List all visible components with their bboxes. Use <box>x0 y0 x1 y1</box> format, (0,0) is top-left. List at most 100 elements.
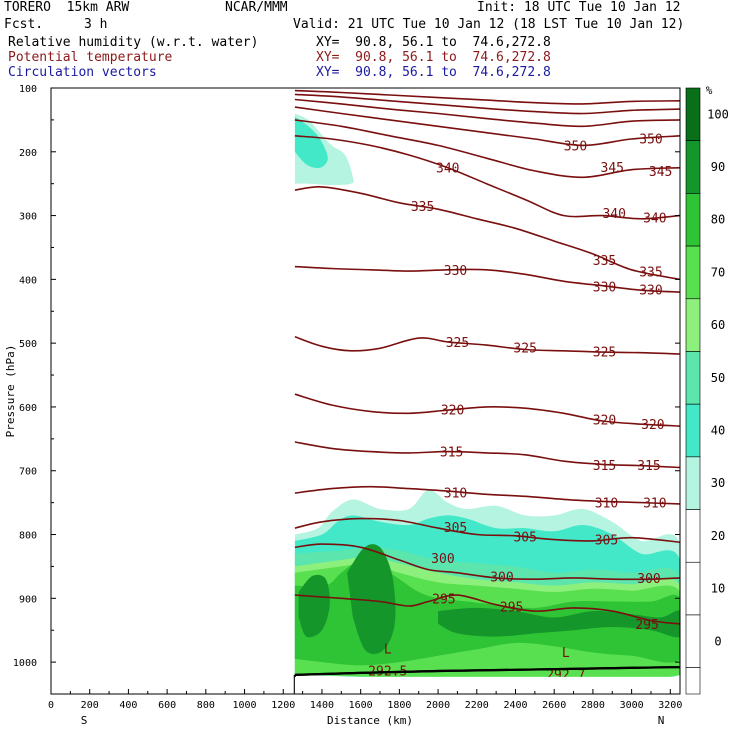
forecast-label: Fcst. <box>4 17 44 32</box>
theta-contour-label: 325 <box>446 336 469 351</box>
theta-contour-label: 335 <box>639 266 662 281</box>
y-axis-label: Pressure (hPa) <box>4 345 17 438</box>
theta-contour-label: 305 <box>513 530 536 545</box>
y-tick-label: 1000 <box>13 658 37 669</box>
colorbar-swatch <box>685 509 701 563</box>
x-tick-label: 2600 <box>542 700 566 711</box>
theta-contour-360 <box>294 93 680 115</box>
valid-time: Valid: 21 UTC Tue 10 Jan 12 (18 LST Tue … <box>293 17 685 32</box>
x-tick-label: 1800 <box>387 700 411 711</box>
forecast-value: 3 h <box>84 17 108 32</box>
theta-contour-label: 310 <box>643 497 666 512</box>
theta-contour-label: 315 <box>440 446 463 461</box>
theta-contour-300 <box>294 543 680 581</box>
theta-contour-label: 320 <box>641 418 664 433</box>
colorbar-swatch <box>685 87 701 141</box>
colorbar-swatch <box>685 614 701 668</box>
field-xy-vectors: XY= 90.8, 56.1 to 74.6,272.8 <box>316 65 551 80</box>
y-tick-label: 600 <box>19 403 37 414</box>
y-tick-label: 100 <box>19 84 37 95</box>
center-name: NCAR/MMM <box>225 0 288 15</box>
rh-region-95 <box>438 607 680 638</box>
theta-contour-345 <box>294 119 680 179</box>
y-tick-label: 800 <box>19 531 37 542</box>
field-xy-theta: XY= 90.8, 56.1 to 74.6,272.8 <box>316 50 551 65</box>
colorbar-swatch <box>685 403 701 458</box>
low-symbol: L <box>384 643 392 658</box>
x-tick-label: 3000 <box>620 700 644 711</box>
theta-contour-365 <box>294 89 680 105</box>
theta-contour-325 <box>294 336 680 355</box>
theta-contour-330 <box>294 265 680 293</box>
x-tick-label: 3200 <box>658 700 682 711</box>
theta-contour-label: 295 <box>500 601 523 616</box>
colorbar-swatch <box>685 140 701 194</box>
theta-contour-label: 320 <box>441 403 464 418</box>
colorbar-label: 30 <box>711 476 725 490</box>
theta-contour-label: 300 <box>637 572 660 587</box>
terrain-outline <box>294 666 680 676</box>
theta-contour-label: 330 <box>444 264 467 279</box>
colorbar-label: 60 <box>711 318 725 332</box>
theta-contour-label: 335 <box>593 254 616 269</box>
theta-contour-label: 340 <box>643 211 666 226</box>
x-tick-label: 200 <box>81 700 99 711</box>
colorbar-swatch <box>685 667 701 695</box>
colorbar-label: 40 <box>711 424 725 438</box>
theta-contour-label: 350 <box>639 132 662 147</box>
x-tick-label: 0 <box>48 700 54 711</box>
x-tick-label: 2400 <box>503 700 527 711</box>
colorbar-label: 50 <box>711 371 725 385</box>
theta-contour-label: 305 <box>595 534 618 549</box>
theta-contour-label: 345 <box>601 161 624 176</box>
y-tick-label: 900 <box>19 594 37 605</box>
x-axis-left-end: S <box>81 714 88 727</box>
x-tick-label: 1200 <box>271 700 295 711</box>
theta-contour-350 <box>294 106 680 147</box>
x-tick-label: 1400 <box>310 700 334 711</box>
colorbar-label: 80 <box>711 213 725 227</box>
colorbar-swatch <box>685 456 701 510</box>
colorbar-swatch <box>685 561 701 616</box>
theta-contour-label: 295 <box>635 618 658 633</box>
theta-contour-label: 295 <box>432 592 455 607</box>
init-time: Init: 18 UTC Tue 10 Jan 12 <box>477 0 681 15</box>
theta-contour-320 <box>294 393 680 427</box>
theta-contour-315 <box>294 441 680 469</box>
model-name: TORERO 15km ARW <box>4 0 130 15</box>
theta-contour-340 <box>294 135 680 220</box>
theta-contour-305 <box>294 517 680 543</box>
theta-contour-label: 305 <box>444 521 467 536</box>
below-ground <box>294 676 680 694</box>
theta-contour-label: 310 <box>595 497 618 512</box>
colorbar-label: 0 <box>714 634 721 648</box>
theta-contour-label: 310 <box>444 486 467 501</box>
colorbar-swatch <box>685 298 701 352</box>
x-tick-label: 2800 <box>581 700 605 711</box>
x-tick-label: 600 <box>158 700 176 711</box>
theta-contour-label: 300 <box>431 552 454 567</box>
x-axis-right-end: N <box>658 714 665 727</box>
colorbar-label: 100 <box>707 107 729 121</box>
theta-contour-label: 340 <box>602 207 625 222</box>
y-tick-label: 500 <box>19 339 37 350</box>
colorbar-label: 70 <box>711 265 725 279</box>
field-xy-rh: XY= 90.8, 56.1 to 74.6,272.8 <box>316 35 551 50</box>
colorbar-unit: % <box>706 84 713 97</box>
x-tick-label: 1600 <box>349 700 373 711</box>
y-tick-label: 200 <box>19 148 37 159</box>
theta-contour-label: 325 <box>593 345 616 360</box>
theta-contour-355 <box>294 98 680 128</box>
field-name-rh: Relative humidity (w.r.t. water) <box>8 35 259 50</box>
x-axis-label: Distance (km) <box>327 714 413 727</box>
low-symbol: L <box>562 646 570 661</box>
rh-region-45 <box>294 116 328 169</box>
theta-contour-label: 345 <box>649 165 672 180</box>
plot-frame <box>50 87 681 695</box>
field-name-vectors: Circulation vectors <box>8 65 157 80</box>
x-tick-label: 800 <box>197 700 215 711</box>
theta-contour-310 <box>294 485 680 505</box>
theta-contour-label: 325 <box>513 342 536 357</box>
theta-contour-label: 300 <box>490 571 513 586</box>
